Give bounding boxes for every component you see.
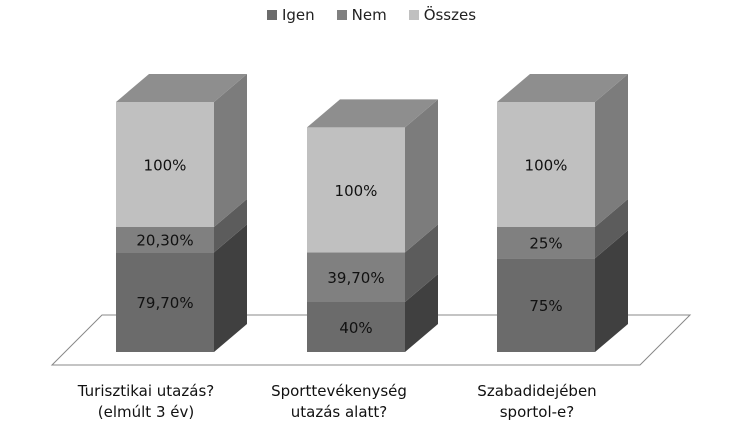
legend-label-igen: Igen	[281, 6, 315, 24]
bar-nem-0	[116, 227, 214, 253]
data-label-nem-1: 39,70%	[327, 269, 384, 287]
bar-igen-1	[307, 302, 405, 352]
bar-összes-1	[307, 127, 405, 253]
data-label-összes-0: 100%	[144, 157, 187, 175]
bar-side-igen-0	[214, 224, 247, 352]
category-label-2: Szabadidejében sportol-e?	[437, 381, 637, 423]
legend-item-osszes: Összes	[408, 6, 477, 24]
bar-igen-0	[116, 252, 214, 352]
legend-item-igen: Igen	[266, 6, 315, 24]
bar-összes-2	[497, 102, 595, 227]
data-label-igen-1: 40%	[339, 319, 372, 337]
bar-side-összes-0	[214, 74, 247, 227]
bar-side-igen-2	[595, 230, 628, 352]
bar-top-1	[307, 99, 438, 128]
bar-összes-0	[116, 102, 214, 227]
data-label-igen-0: 79,70%	[136, 294, 193, 312]
category-label-1-line-2: utazás alatt?	[290, 403, 388, 421]
legend-item-nem: Nem	[336, 6, 387, 24]
bar-stack-2: 75% 25% 100%	[497, 74, 628, 352]
legend-swatch-osszes	[408, 10, 419, 20]
category-label-0-line-1: Turisztikai utazás?	[77, 382, 215, 400]
bar-side-összes-2	[595, 74, 628, 227]
data-label-nem-2: 25%	[529, 235, 562, 253]
bar-side-összes-1	[405, 99, 438, 253]
category-label-0-line-2: (elmúlt 3 év)	[97, 403, 195, 421]
bar-stack-1: 40% 39,70% 100%	[307, 99, 438, 352]
category-label-0: Turisztikai utazás? (elmúlt 3 év)	[46, 381, 246, 423]
bar-side-nem-0	[214, 199, 247, 253]
data-label-összes-1: 100%	[335, 182, 378, 200]
bar-side-igen-1	[405, 274, 438, 352]
legend-label-nem: Nem	[351, 6, 387, 24]
bar-side-nem-1	[405, 224, 438, 302]
data-label-igen-2: 75%	[529, 297, 562, 315]
category-label-1: Sporttevékenység utazás alatt?	[239, 381, 439, 423]
category-label-2-line-2: sportol-e?	[499, 403, 575, 421]
bar-top-0	[116, 74, 247, 102]
bar-nem-1	[307, 252, 405, 302]
legend-swatch-igen	[266, 10, 277, 20]
bar-top-2	[497, 74, 628, 102]
data-label-nem-0: 20,30%	[136, 232, 193, 250]
data-label-összes-2: 100%	[525, 157, 568, 175]
category-label-1-line-1: Sporttevékenység	[271, 382, 407, 400]
category-label-2-line-1: Szabadidejében	[477, 382, 597, 400]
bar-igen-2	[497, 258, 595, 352]
legend-label-osszes: Összes	[423, 6, 477, 24]
legend-swatch-nem	[336, 10, 347, 20]
bar-stack-0: 79,70% 20,30% 100%	[116, 74, 247, 352]
bar-nem-2	[497, 227, 595, 259]
legend: Igen Nem Összes	[0, 6, 743, 24]
bar-side-nem-2	[595, 199, 628, 259]
